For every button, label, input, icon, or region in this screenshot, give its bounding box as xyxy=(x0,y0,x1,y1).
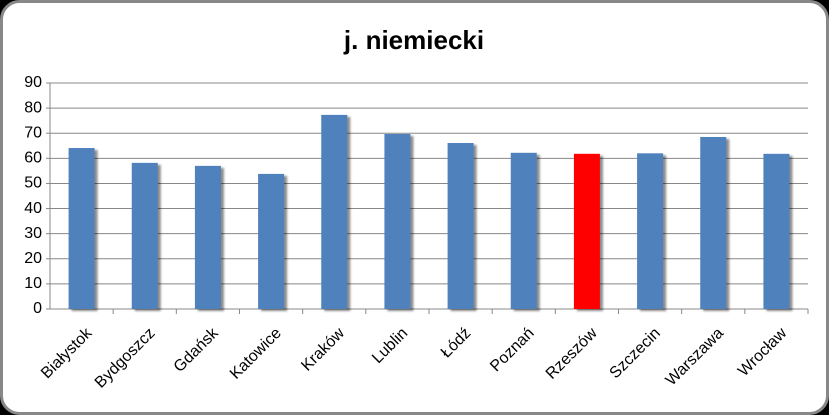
bar xyxy=(637,153,664,309)
bar xyxy=(447,143,474,309)
bar xyxy=(384,133,411,309)
y-tick-label: 50 xyxy=(24,175,42,192)
bar xyxy=(194,165,221,309)
bar xyxy=(763,153,790,309)
y-tick-label: 60 xyxy=(24,150,42,167)
bar xyxy=(68,148,95,309)
bar xyxy=(258,173,285,309)
bar xyxy=(700,136,727,309)
bar xyxy=(321,114,348,309)
y-tick-label: 0 xyxy=(33,300,42,317)
y-tick-label: 20 xyxy=(24,250,42,267)
y-tick-label: 80 xyxy=(24,99,42,116)
y-tick-label: 90 xyxy=(24,74,42,91)
bar xyxy=(573,153,600,309)
bar xyxy=(131,162,158,309)
chart-title: j. niemiecki xyxy=(343,25,484,55)
y-tick-label: 70 xyxy=(24,124,42,141)
y-tick-label: 30 xyxy=(24,225,42,242)
y-tick-label: 10 xyxy=(24,275,42,292)
y-tick-label: 40 xyxy=(24,200,42,217)
bar xyxy=(510,152,537,309)
